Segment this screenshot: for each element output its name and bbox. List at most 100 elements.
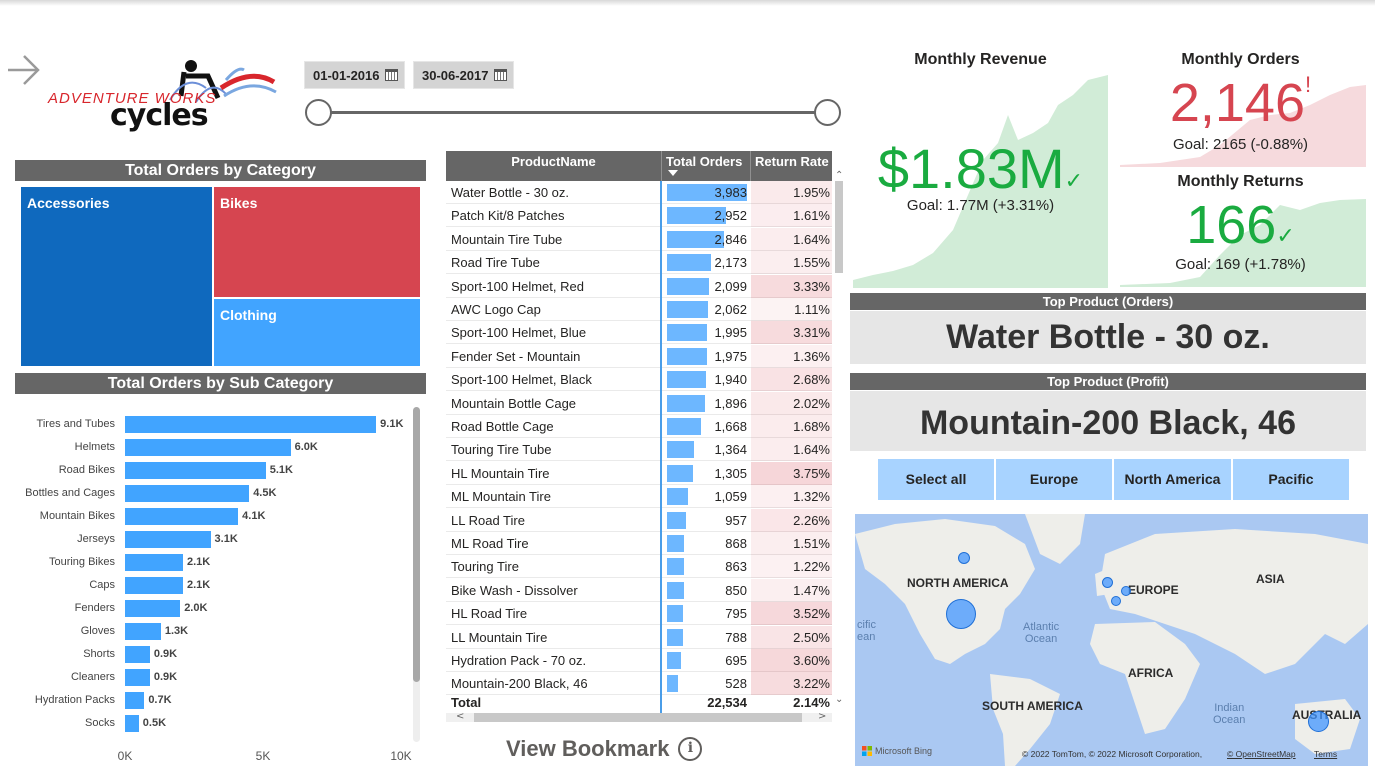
treemap-tile-clothing[interactable]: Clothing bbox=[214, 299, 420, 366]
table-row[interactable]: Sport-100 Helmet, Black 1,940 2.68% bbox=[446, 368, 832, 392]
table-row[interactable]: HL Mountain Tire 1,305 3.75% bbox=[446, 461, 832, 485]
treemap-tile-accessories[interactable]: Accessories bbox=[21, 187, 212, 366]
map-bubble-united-kingdom[interactable] bbox=[1102, 577, 1113, 588]
table-row[interactable]: Bike Wash - Dissolver 850 1.47% bbox=[446, 578, 832, 602]
view-bookmark-button[interactable]: View Bookmark i bbox=[506, 736, 703, 762]
product-name: HL Mountain Tire bbox=[451, 465, 550, 481]
total-orders-value: 795 bbox=[725, 606, 747, 622]
scroll-left-icon[interactable]: < bbox=[456, 711, 465, 722]
table-row[interactable]: Road Tire Tube 2,173 1.55% bbox=[446, 251, 832, 275]
map-bubble-australia[interactable] bbox=[1308, 711, 1329, 732]
bar-touring-bikes[interactable] bbox=[125, 554, 183, 571]
table-scrollbar-thumb[interactable] bbox=[835, 181, 843, 273]
table-row[interactable]: Patch Kit/8 Patches 2,952 1.61% bbox=[446, 204, 832, 228]
date-slider-end-handle[interactable] bbox=[814, 99, 841, 126]
terms-link[interactable]: Terms bbox=[1314, 749, 1338, 759]
sales-map[interactable]: NORTH AMERICA EUROPE ASIA AFRICA SOUTH A… bbox=[855, 514, 1368, 766]
bar-tires-and-tubes[interactable] bbox=[125, 416, 377, 433]
table-vertical-scrollbar[interactable]: ⌃ ⌄ bbox=[834, 170, 844, 705]
table-row[interactable]: Hydration Pack - 70 oz. 695 3.60% bbox=[446, 649, 832, 672]
openstreetmap-link[interactable]: © OpenStreetMap bbox=[1227, 749, 1296, 759]
table-row[interactable]: AWC Logo Cap 2,062 1.11% bbox=[446, 298, 832, 321]
scroll-right-icon[interactable]: > bbox=[818, 711, 827, 722]
return-rate-value: 3.60% bbox=[751, 649, 832, 672]
end-date-input[interactable]: 30-06-2017 bbox=[413, 61, 514, 89]
calendar-icon[interactable] bbox=[384, 69, 398, 81]
return-rate-value: 2.50% bbox=[751, 625, 832, 649]
table-row[interactable]: LL Road Tire 957 2.26% bbox=[446, 508, 832, 532]
bar-socks[interactable] bbox=[125, 715, 139, 732]
bar-caps[interactable] bbox=[125, 577, 183, 594]
table-row[interactable]: Mountain-200 Black, 46 528 3.22% bbox=[446, 672, 832, 696]
bar-shorts[interactable] bbox=[125, 646, 150, 663]
table-row[interactable]: ML Road Tire 868 1.51% bbox=[446, 532, 832, 555]
table-row[interactable]: HL Road Tire 795 3.52% bbox=[446, 602, 832, 626]
bar-cleaners[interactable] bbox=[125, 669, 150, 686]
table-row[interactable]: Sport-100 Helmet, Blue 1,995 3.31% bbox=[446, 321, 832, 345]
column-header-productname[interactable]: ProductName bbox=[446, 151, 661, 181]
table-row[interactable]: LL Mountain Tire 788 2.50% bbox=[446, 625, 832, 649]
bar-bottles-and-cages[interactable] bbox=[125, 485, 250, 502]
logo: ADVENTURE WORKS cycles bbox=[46, 58, 286, 138]
map-bubble-canada[interactable] bbox=[958, 552, 970, 564]
region-button-pacific[interactable]: Pacific bbox=[1233, 459, 1349, 500]
table-row[interactable]: Touring Tire 863 1.22% bbox=[446, 555, 832, 579]
check-icon: ✓ bbox=[1064, 168, 1084, 193]
scroll-up-icon[interactable]: ⌃ bbox=[835, 170, 844, 181]
table-row[interactable]: Sport-100 Helmet, Red 2,099 3.33% bbox=[446, 274, 832, 298]
table-row[interactable]: Water Bottle - 30 oz. 3,983 1.95% bbox=[446, 181, 832, 204]
info-icon[interactable]: i bbox=[678, 737, 703, 761]
bar-helmets[interactable] bbox=[125, 439, 291, 456]
table-row[interactable]: Touring Tire Tube 1,364 1.64% bbox=[446, 438, 832, 462]
kpi-returns-goal: Goal: 169 (+1.78%) bbox=[1175, 256, 1306, 273]
map-bubble-united-states[interactable] bbox=[946, 599, 976, 629]
bar-jerseys[interactable] bbox=[125, 531, 211, 548]
orders-data-bar bbox=[667, 254, 711, 272]
map-bubble-france[interactable] bbox=[1111, 596, 1121, 606]
table-row[interactable]: Mountain Bottle Cage 1,896 2.02% bbox=[446, 391, 832, 415]
date-range-slider-track[interactable] bbox=[330, 111, 816, 114]
orders-data-bar bbox=[667, 511, 687, 529]
top-product-profit-title: Top Product (Profit) bbox=[850, 373, 1366, 390]
product-name: Patch Kit/8 Patches bbox=[451, 208, 565, 224]
bar-road-bikes[interactable] bbox=[125, 462, 266, 479]
bing-brand-text: Microsoft Bing bbox=[875, 746, 933, 756]
scroll-down-icon[interactable]: ⌄ bbox=[835, 694, 844, 705]
total-orders-value: 528 bbox=[725, 676, 747, 692]
bar-gloves[interactable] bbox=[125, 623, 161, 640]
region-button-north-america[interactable]: North America bbox=[1114, 459, 1231, 500]
table-row[interactable]: ML Mountain Tire 1,059 1.32% bbox=[446, 485, 832, 509]
calendar-icon[interactable] bbox=[493, 69, 507, 81]
kpi-orders-goal: Goal: 2165 (-0.88%) bbox=[1172, 136, 1309, 153]
product-name: LL Road Tire bbox=[451, 512, 525, 528]
end-date-value: 30-06-2017 bbox=[422, 67, 489, 83]
date-slider-start-handle[interactable] bbox=[305, 99, 332, 126]
table-row[interactable]: Road Bottle Cage 1,668 1.68% bbox=[446, 415, 832, 438]
column-header-return-rate[interactable]: Return Rate bbox=[750, 151, 832, 181]
map-bubble-germany[interactable] bbox=[1121, 586, 1131, 596]
region-button-europe[interactable]: Europe bbox=[996, 459, 1112, 500]
chart-scrollbar-thumb[interactable] bbox=[413, 407, 420, 682]
bar-mountain-bikes[interactable] bbox=[125, 508, 239, 525]
table-row[interactable]: Mountain Tire Tube 2,846 1.64% bbox=[446, 227, 832, 251]
forward-arrow-icon[interactable] bbox=[6, 52, 42, 88]
table-horizontal-scrollbar[interactable]: < > bbox=[446, 711, 832, 722]
bar-fenders[interactable] bbox=[125, 600, 181, 617]
map-label-north-america: NORTH AMERICA bbox=[907, 576, 1009, 590]
start-date-input[interactable]: 01-01-2016 bbox=[304, 61, 405, 89]
return-rate-value: 1.51% bbox=[751, 532, 832, 555]
return-rate-value: 1.32% bbox=[751, 485, 832, 509]
logo-text-cycles: cycles bbox=[110, 98, 209, 133]
bar-data-label: 6.0K bbox=[294, 441, 318, 453]
bar-hydration-packs[interactable] bbox=[125, 692, 145, 709]
chart-scrollbar[interactable] bbox=[413, 407, 420, 742]
region-button-select-all[interactable]: Select all bbox=[878, 459, 994, 500]
orders-data-bar bbox=[667, 464, 694, 482]
table-row[interactable]: Fender Set - Mountain 1,975 1.36% bbox=[446, 344, 832, 368]
treemap-tile-bikes[interactable]: Bikes bbox=[214, 187, 420, 297]
return-rate-value: 1.55% bbox=[751, 251, 832, 275]
return-rate-value: 1.11% bbox=[751, 298, 832, 321]
column-header-total-orders[interactable]: Total Orders bbox=[661, 151, 750, 181]
product-name: Hydration Pack - 70 oz. bbox=[451, 653, 587, 668]
table-hscroll-thumb[interactable] bbox=[474, 713, 802, 722]
